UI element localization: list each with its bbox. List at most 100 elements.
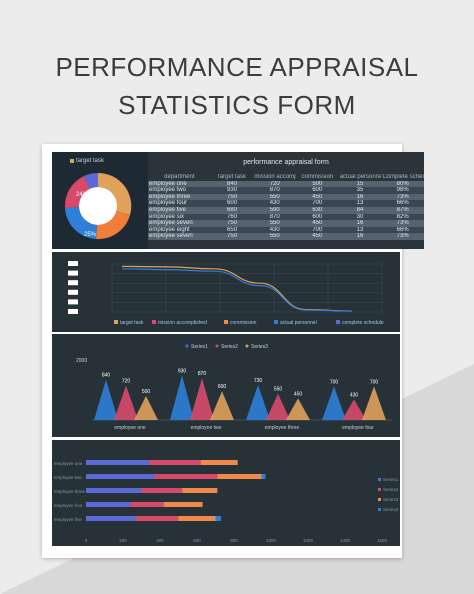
table-cell: 30 (338, 213, 382, 221)
title-line-1: PERFORMANCE APPRAISAL (55, 52, 419, 82)
table-cell: 700 (296, 200, 339, 207)
stacked-bar-chart: 0 200 400 600 800 1000 1200 1400 1600 employee on… (54, 460, 399, 543)
bar-triangle (134, 396, 158, 420)
table-cell: employee seven (148, 220, 211, 227)
table-row: employee six 760 870 600 30 82% (148, 213, 424, 221)
y-tick-box (68, 270, 78, 276)
table-cell: employee three (148, 193, 211, 201)
hbar-segment (130, 502, 164, 507)
bar-triangle (342, 399, 366, 420)
table-cell: 450 (296, 233, 339, 240)
hbar-segment (141, 488, 183, 493)
table-cell: 600 (296, 213, 339, 221)
table-cell: 680 (210, 206, 254, 214)
bar-legend-item: Series2 (215, 344, 238, 350)
bar-triangle (322, 386, 346, 420)
line-legend-item: mission accomplished (152, 320, 207, 326)
bar-triangle (286, 398, 310, 420)
table-cell: 84 (338, 206, 382, 214)
bar-category-label: employee four (342, 425, 374, 431)
hbar-legend-item: Series2 (378, 487, 399, 492)
hbar-segment (86, 516, 136, 521)
table-row: employee three 750 550 450 16 73% (148, 193, 424, 201)
table-cell: 15 (338, 180, 382, 188)
table-row: employee seven 750 550 450 16 73% (148, 220, 424, 227)
bar-value-label: 430 (350, 392, 359, 398)
header-schedule: Complete schedule (382, 174, 424, 180)
donut-hole (79, 187, 117, 225)
table-cell: 35 (338, 187, 382, 194)
bar-value-label: 700 (330, 379, 339, 385)
bar-triangle (94, 379, 118, 420)
hbar-segment (86, 502, 131, 507)
table-cell: 600 (210, 200, 254, 207)
table-row: employee one 840 720 500 15 80% (148, 180, 424, 188)
hbar-category-label: employee three (54, 489, 86, 494)
bar-legend-label: Series3 (251, 344, 268, 350)
line-legend-label: complete schedule (342, 320, 384, 326)
table-cell: 600 (296, 187, 339, 194)
line-legend-item: commission (224, 320, 257, 326)
table-cell: 13 (338, 226, 382, 234)
table-cell: 760 (210, 213, 254, 221)
hbar-segment (200, 460, 238, 465)
bar-chart: 2000 Series1 Series2 Series3 employee one 840… (76, 344, 392, 431)
hbar-legend-label: Series2 (383, 487, 399, 492)
table-cell: 450 (296, 220, 339, 227)
header-actual: actual personnel (339, 174, 382, 180)
table-cell: 590 (253, 206, 297, 214)
performance-table: department target task mission accomplis… (148, 174, 424, 240)
table-cell: 870 (253, 213, 297, 221)
bar-legend-item: Series1 (185, 344, 208, 350)
bar-value-label: 700 (370, 379, 379, 385)
x-tick-label: 200 (119, 538, 127, 543)
hbar-category-label: employee four (54, 503, 83, 508)
line-legend-label: mission accomplished (158, 320, 207, 326)
line-legend-label: commission (230, 320, 257, 326)
bar-value-label: 500 (142, 389, 151, 395)
hbar-segment (86, 474, 155, 479)
bar-triangle (114, 385, 138, 420)
title-line-2: STATISTICS FORM (118, 90, 356, 120)
table-cell: 840 (210, 180, 254, 188)
table-row: employee four 600 430 700 13 66% (148, 200, 424, 207)
table-cell: 430 (253, 200, 297, 207)
hbar-category-label: employee two (54, 475, 82, 480)
donut-panel: target task 24% 25% (52, 152, 148, 249)
line-series (121, 265, 353, 312)
table-panel: performance appraisal form department ta… (148, 152, 424, 249)
line-legend-label: target task (120, 320, 144, 326)
line-legend-item: actual personnel (274, 320, 317, 326)
table-cell: 650 (210, 226, 254, 234)
bar-triangle (210, 391, 234, 420)
stacked-chart-panel: 0 200 400 600 800 1000 1200 1400 1600 employee on… (52, 440, 400, 546)
table-cell: 87% (381, 206, 424, 214)
table-cell: 66% (381, 226, 424, 234)
table-cell: 98% (381, 187, 424, 194)
bar-category-label: employee one (114, 425, 146, 431)
y-tick-box (68, 299, 78, 305)
bar-value-label: 450 (294, 391, 303, 397)
donut-slice-target (98, 172, 132, 215)
table-cell: 82% (381, 213, 424, 221)
hbar-segment (182, 488, 218, 493)
table-cell: 73% (381, 193, 424, 201)
table-cell: 16 (338, 220, 382, 227)
bar-category-label: employee two (191, 425, 222, 431)
table-cell: 700 (296, 226, 339, 234)
table-cell: 720 (253, 180, 297, 188)
bar-value-label: 840 (102, 373, 111, 379)
hbar-category-label: employee one (54, 461, 83, 466)
bar-value-label: 550 (274, 387, 283, 393)
table-title: performance appraisal form (243, 159, 329, 166)
x-tick-label: 600 (193, 538, 201, 543)
donut-slice-commission (96, 211, 130, 240)
bar-value-label: 720 (122, 378, 131, 384)
hbar-segment (178, 516, 216, 521)
header-department: department (164, 174, 195, 180)
x-tick-label: 0 (85, 538, 88, 543)
hbar-segment (217, 474, 262, 479)
hbar-legend-label: Series4 (383, 507, 399, 512)
table-cell: 73% (381, 220, 424, 227)
table-cell: 930 (210, 187, 254, 194)
